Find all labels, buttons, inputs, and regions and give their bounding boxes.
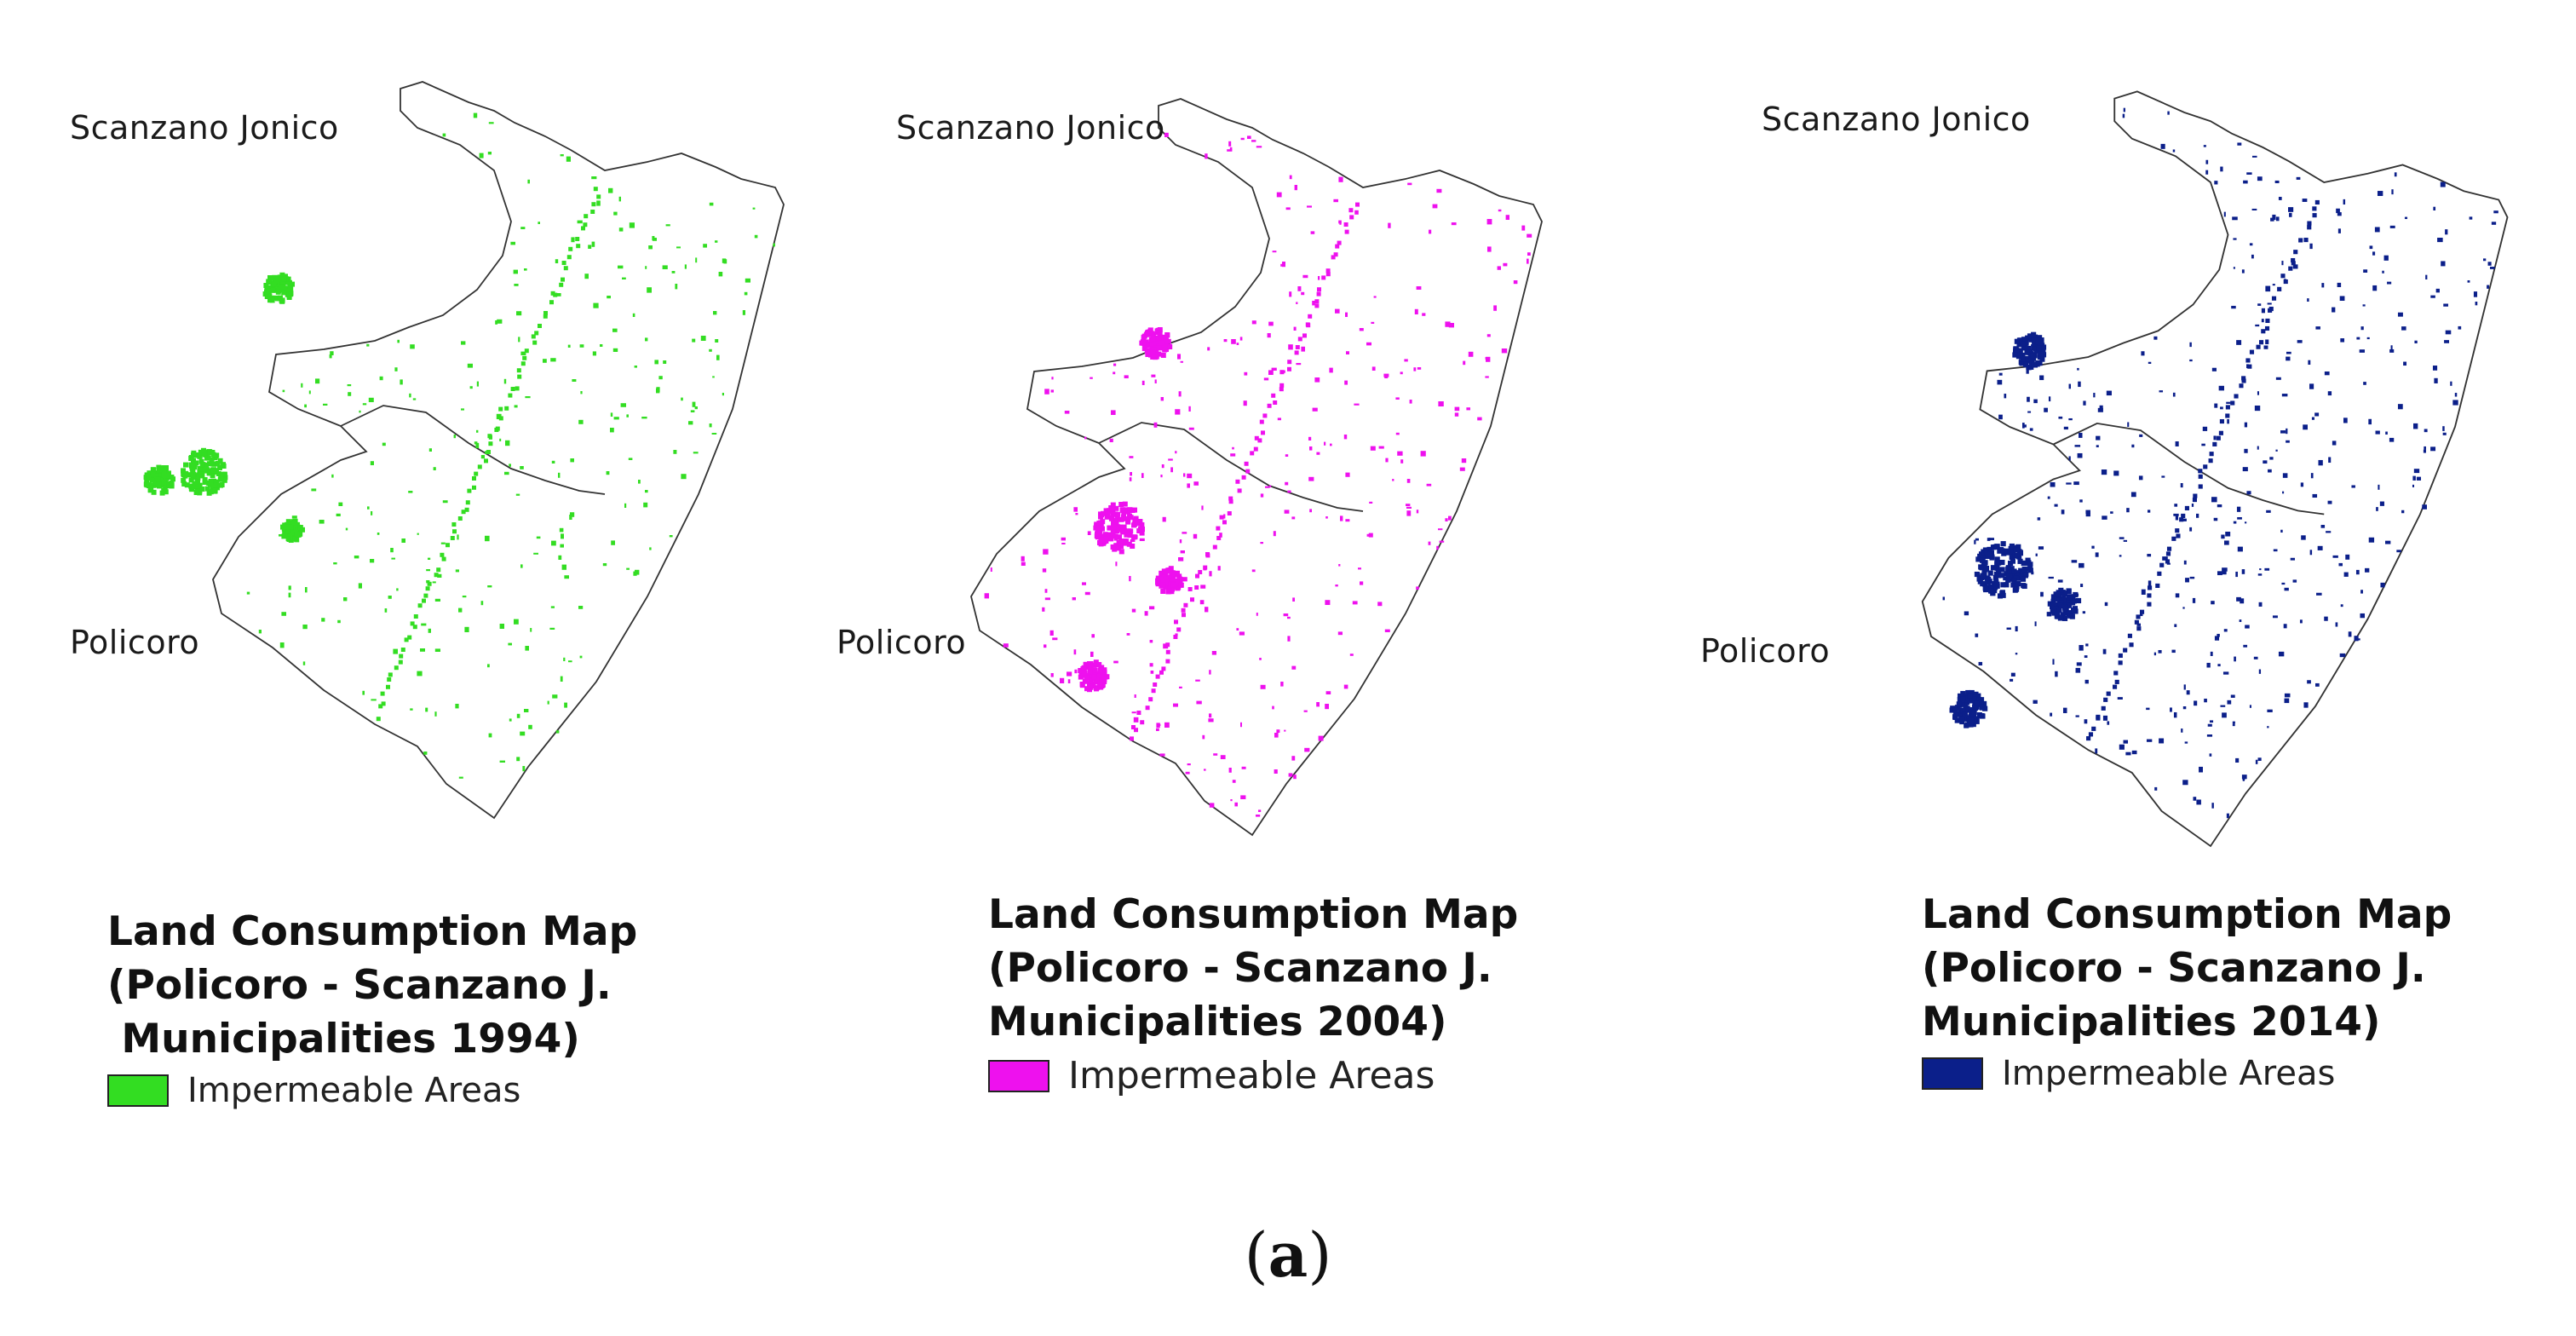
- map-legend: Land Consumption Map (Policoro - Scanzan…: [107, 905, 637, 1110]
- place-label-policoro: Policoro: [837, 624, 967, 661]
- municipality-outline: [970, 98, 1543, 837]
- legend-title: Land Consumption Map (Policoro - Scanzan…: [1922, 888, 2452, 1049]
- caption-paren-open: (: [1244, 1219, 1268, 1291]
- legend-label: Impermeable Areas: [187, 1071, 521, 1110]
- impermeable-areas: [143, 112, 775, 779]
- municipality-outline: [212, 81, 785, 820]
- legend-title-line: Municipalities 1994): [107, 1016, 580, 1062]
- land-consumption-map-2014: [1921, 90, 2509, 848]
- place-label-policoro: Policoro: [70, 624, 200, 661]
- impermeable-areas: [984, 132, 1532, 817]
- municipal-boundary: [340, 405, 606, 495]
- legend-title-line: Municipalities 2004): [988, 999, 1447, 1045]
- legend-entry: Impermeable Areas: [1922, 1054, 2452, 1093]
- place-label-scanzano-jonico: Scanzano Jonico: [896, 109, 1165, 147]
- legend-entry: Impermeable Areas: [988, 1054, 1518, 1097]
- legend-title: Land Consumption Map (Policoro - Scanzan…: [988, 888, 1518, 1049]
- caption-letter: a: [1268, 1218, 1308, 1291]
- legend-swatch: [1922, 1057, 1983, 1090]
- legend-title-line: Municipalities 2014): [1922, 999, 2381, 1045]
- land-consumption-map-2004: [970, 98, 1543, 837]
- map-legend: Land Consumption Map (Policoro - Scanzan…: [988, 888, 1518, 1097]
- legend-entry: Impermeable Areas: [107, 1071, 637, 1110]
- legend-swatch: [107, 1074, 169, 1107]
- legend-title-line: Land Consumption Map: [988, 891, 1519, 938]
- legend-title-line: (Policoro - Scanzano J.: [1922, 945, 2426, 992]
- map-legend: Land Consumption Map (Policoro - Scanzan…: [1922, 888, 2452, 1093]
- caption-paren-close: ): [1308, 1219, 1332, 1291]
- place-label-scanzano-jonico: Scanzano Jonico: [1762, 101, 2031, 138]
- legend-title-line: Land Consumption Map: [1922, 891, 2452, 938]
- legend-label: Impermeable Areas: [2002, 1054, 2336, 1093]
- legend-swatch: [988, 1059, 1049, 1092]
- land-consumption-map-1994: [143, 81, 785, 820]
- place-label-policoro: Policoro: [1700, 632, 1831, 670]
- legend-title-line: Land Consumption Map: [107, 908, 638, 955]
- legend-title-line: (Policoro - Scanzano J.: [988, 945, 1492, 992]
- legend-title: Land Consumption Map (Policoro - Scanzan…: [107, 905, 637, 1066]
- municipality-outline: [1921, 90, 2509, 848]
- legend-title-line: (Policoro - Scanzano J.: [107, 962, 612, 1009]
- legend-label: Impermeable Areas: [1068, 1054, 1435, 1097]
- place-label-scanzano-jonico: Scanzano Jonico: [70, 109, 339, 147]
- impermeable-areas: [1942, 107, 2498, 819]
- figure-caption: (a): [0, 1218, 2576, 1291]
- municipal-boundary: [2053, 422, 2325, 515]
